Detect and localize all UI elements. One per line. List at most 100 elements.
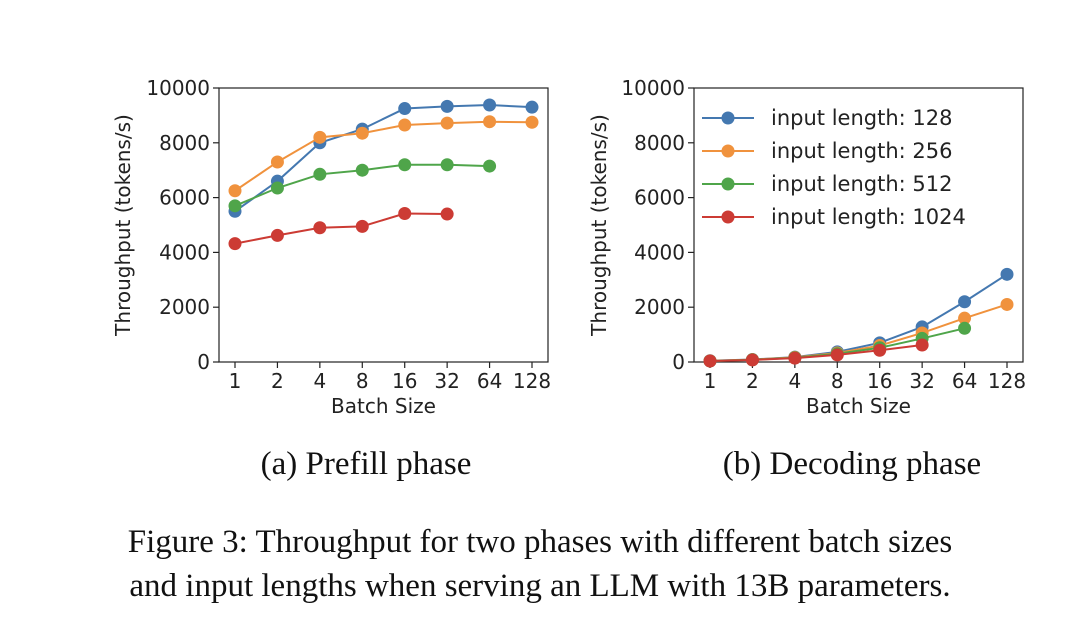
x-tick-label: 8 xyxy=(356,369,369,393)
x-tick: 8 xyxy=(356,362,369,393)
data-point xyxy=(958,295,972,309)
data-point xyxy=(525,115,539,129)
data-point xyxy=(228,237,242,251)
y-tick-label: 6000 xyxy=(634,186,685,210)
legend: input length: 128 input length: 256 input … xyxy=(702,106,966,229)
x-tick: 4 xyxy=(313,362,326,393)
y-tick: 6000 xyxy=(634,186,694,210)
y-tick: 6000 xyxy=(159,186,219,210)
x-tick-label: 4 xyxy=(788,369,801,393)
chart-panel-prefill: 0 2000 4000 6000 8000 10000 1 2 4 8 16 32 64 128 Batch… xyxy=(111,76,551,482)
data-point xyxy=(483,98,497,112)
data-point xyxy=(788,351,802,365)
x-tick-label: 2 xyxy=(271,369,284,393)
series-input-length-256 xyxy=(228,115,539,198)
data-point xyxy=(398,102,412,116)
data-point xyxy=(228,199,242,213)
data-point xyxy=(440,99,454,113)
data-point xyxy=(398,206,412,220)
data-point xyxy=(958,321,972,335)
y-axis-label: Throughput (tokens/s) xyxy=(111,114,135,337)
y-tick-label: 2000 xyxy=(634,295,685,319)
data-point xyxy=(270,181,284,195)
x-tick: 64 xyxy=(952,362,977,393)
legend-label: input length: 512 xyxy=(771,172,952,196)
y-tick: 2000 xyxy=(634,295,694,319)
data-point xyxy=(313,221,327,235)
series-input-length-1024 xyxy=(228,206,454,251)
data-point xyxy=(270,228,284,242)
data-point xyxy=(958,311,972,325)
x-tick: 16 xyxy=(867,362,892,393)
legend-marker xyxy=(721,144,735,158)
data-point xyxy=(703,354,717,368)
y-tick: 4000 xyxy=(634,240,694,264)
y-tick-label: 8000 xyxy=(634,131,685,155)
legend-label: input length: 128 xyxy=(771,106,952,130)
y-tick-label: 6000 xyxy=(159,186,210,210)
x-tick: 32 xyxy=(434,362,460,393)
x-tick-label: 16 xyxy=(392,369,417,393)
y-tick: 0 xyxy=(197,350,219,374)
data-point xyxy=(270,155,284,169)
data-point xyxy=(440,158,454,172)
figure-caption-line-1: Figure 3: Throughput for two phases with… xyxy=(127,524,953,560)
x-tick: 128 xyxy=(988,362,1026,393)
legend-marker xyxy=(721,111,735,125)
data-point xyxy=(525,100,539,114)
x-tick-label: 2 xyxy=(746,369,759,393)
y-tick: 2000 xyxy=(159,295,219,319)
legend-marker xyxy=(721,210,735,224)
data-point xyxy=(745,353,759,367)
x-tick-label: 128 xyxy=(513,369,551,393)
data-point xyxy=(1000,267,1014,281)
data-point xyxy=(440,116,454,130)
x-tick: 2 xyxy=(746,362,759,393)
data-point xyxy=(313,167,327,181)
x-tick-label: 64 xyxy=(952,369,977,393)
x-tick: 128 xyxy=(513,362,551,393)
x-axis-label: Batch Size xyxy=(331,394,436,418)
x-tick-label: 32 xyxy=(909,369,934,393)
y-tick: 8000 xyxy=(159,131,219,155)
x-tick-label: 64 xyxy=(477,369,502,393)
x-tick: 4 xyxy=(788,362,801,393)
x-tick-label: 1 xyxy=(229,369,242,393)
data-point xyxy=(483,159,497,173)
y-tick: 4000 xyxy=(159,240,219,264)
y-tick-label: 0 xyxy=(672,350,685,374)
x-tick: 16 xyxy=(392,362,417,393)
x-tick-label: 128 xyxy=(988,369,1026,393)
x-axis-label: Batch Size xyxy=(806,394,911,418)
legend-entry: input length: 256 xyxy=(702,139,952,163)
x-tick-label: 4 xyxy=(313,369,326,393)
series-line xyxy=(709,344,923,363)
subplot-caption: (a) Prefill phase xyxy=(261,446,472,482)
x-tick-label: 32 xyxy=(434,369,459,393)
data-point xyxy=(440,207,454,221)
x-tick: 2 xyxy=(271,362,284,393)
x-tick-label: 16 xyxy=(867,369,892,393)
data-point xyxy=(398,158,412,172)
legend-entry: input length: 1024 xyxy=(702,205,966,229)
series-line xyxy=(234,103,533,213)
data-point xyxy=(355,163,369,177)
subplot-caption: (b) Decoding phase xyxy=(723,446,981,482)
series-input-length-512 xyxy=(228,158,497,213)
legend-label: input length: 256 xyxy=(771,139,952,163)
x-tick-label: 1 xyxy=(704,369,717,393)
legend-entry: input length: 128 xyxy=(702,106,952,130)
y-tick-label: 10000 xyxy=(621,76,685,100)
x-tick: 64 xyxy=(477,362,502,393)
series-line xyxy=(234,212,448,245)
plot-frame xyxy=(218,87,549,363)
figure-caption-line-2: and input lengths when serving an LLM wi… xyxy=(129,568,951,604)
data-point xyxy=(873,343,887,357)
x-tick: 32 xyxy=(909,362,935,393)
series-line xyxy=(234,120,533,192)
y-axis-label: Throughput (tokens/s) xyxy=(587,114,611,337)
data-point xyxy=(313,130,327,144)
data-point xyxy=(228,184,242,198)
series-input-length-1024 xyxy=(703,338,929,368)
y-tick-label: 2000 xyxy=(159,295,210,319)
